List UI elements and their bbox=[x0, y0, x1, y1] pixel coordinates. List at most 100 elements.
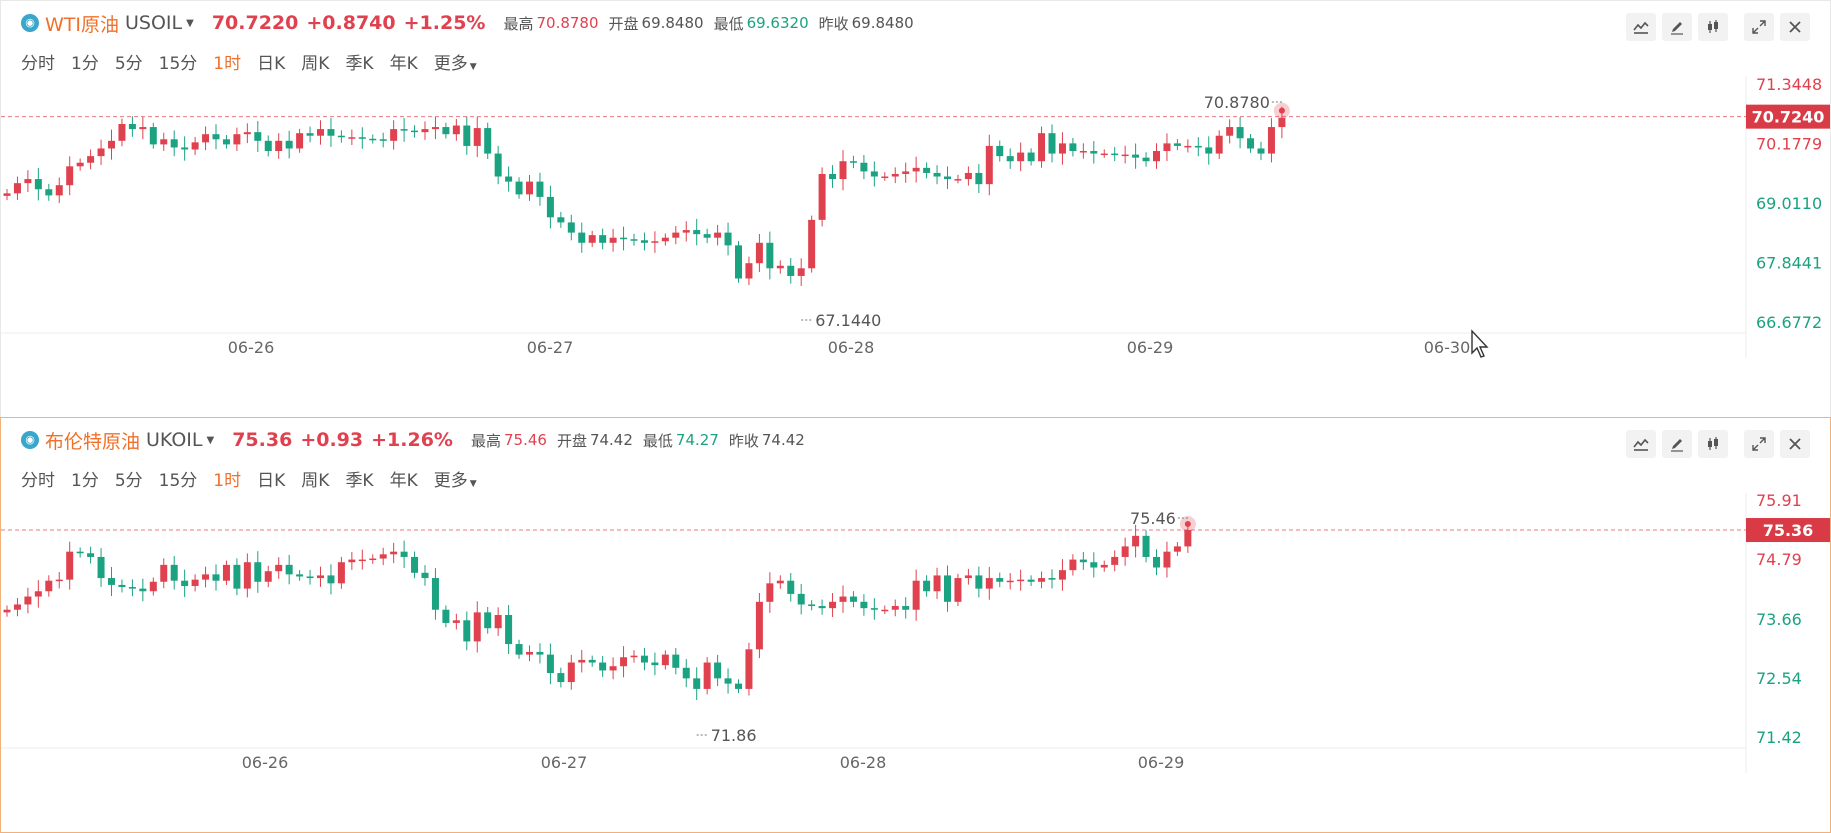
tab-more-label: 更多 bbox=[433, 54, 468, 74]
tab-1min[interactable]: 1分 bbox=[71, 54, 99, 74]
y-tick-label: 70.1779 bbox=[1756, 135, 1822, 154]
candle-body bbox=[829, 173, 837, 180]
tab-weekly[interactable]: 周K bbox=[301, 471, 330, 491]
candle-body bbox=[1142, 157, 1150, 162]
y-tick-label: 73.66 bbox=[1756, 610, 1802, 629]
y-tick-label: 69.0110 bbox=[1756, 194, 1822, 213]
chevron-down-icon[interactable]: ▼ bbox=[206, 434, 215, 446]
candle-body bbox=[1184, 145, 1192, 148]
expand-icon[interactable] bbox=[1744, 430, 1774, 458]
candle-body bbox=[891, 606, 899, 610]
last-price: 70.7220 bbox=[211, 12, 299, 34]
candle-body bbox=[912, 167, 920, 172]
draw-pen-icon[interactable] bbox=[1662, 430, 1692, 458]
candle-body bbox=[944, 575, 951, 602]
candlestick-chart[interactable]: 71.3448 70.1779 69.0110 67.8441 66.6772 06-26… bbox=[1, 76, 1830, 416]
x-tick-label: 06-29 bbox=[1138, 753, 1185, 772]
high-label: 最高 bbox=[470, 431, 501, 450]
candle-body bbox=[13, 183, 21, 194]
instrument-code[interactable]: UKOIL bbox=[146, 429, 203, 451]
candle-body bbox=[661, 654, 669, 666]
expand-icon[interactable] bbox=[1744, 13, 1774, 41]
candle-body bbox=[97, 148, 105, 157]
candle-body bbox=[463, 620, 471, 642]
candle-body bbox=[1247, 138, 1255, 149]
last-price: 75.36 bbox=[232, 429, 293, 451]
tab-quarterly[interactable]: 季K bbox=[345, 54, 374, 74]
candle-body bbox=[233, 564, 241, 589]
tab-1hour[interactable]: 1时 bbox=[213, 54, 242, 74]
candle-body bbox=[672, 654, 680, 668]
candle-body bbox=[1090, 151, 1098, 154]
tab-1min[interactable]: 1分 bbox=[71, 471, 99, 491]
candle-body bbox=[1132, 154, 1140, 158]
tab-daily[interactable]: 日K bbox=[257, 54, 286, 74]
candle-body bbox=[526, 651, 533, 655]
candle-body bbox=[87, 156, 95, 163]
candle-body bbox=[881, 609, 889, 612]
tab-intraday[interactable]: 分时 bbox=[21, 471, 55, 491]
candle-body bbox=[358, 559, 366, 562]
draw-pen-icon[interactable] bbox=[1662, 13, 1692, 41]
tab-1hour[interactable]: 1时 bbox=[213, 471, 242, 491]
close-icon[interactable] bbox=[1780, 430, 1810, 458]
chevron-down-icon[interactable]: ▼ bbox=[186, 17, 194, 29]
tab-5min[interactable]: 5分 bbox=[114, 471, 143, 491]
candle-body bbox=[787, 580, 795, 594]
candle-body bbox=[1163, 551, 1171, 568]
candle-body bbox=[808, 219, 816, 269]
candle-body bbox=[118, 584, 126, 588]
indicator-icon[interactable] bbox=[1626, 430, 1656, 458]
candle-body bbox=[202, 574, 210, 580]
candle-body bbox=[996, 145, 1004, 157]
tab-daily[interactable]: 日K bbox=[257, 471, 286, 491]
tab-quarterly[interactable]: 季K bbox=[345, 471, 374, 491]
candle-body bbox=[682, 667, 690, 679]
open-label: 开盘 bbox=[608, 14, 639, 33]
candle-body bbox=[1132, 535, 1140, 547]
candle-body bbox=[985, 145, 993, 185]
tab-weekly[interactable]: 周K bbox=[301, 54, 330, 74]
candlestick-chart[interactable]: 75.91 74.79 73.66 72.54 71.42 06-26 06-27 06-28… bbox=[1, 493, 1830, 831]
candle-body bbox=[66, 166, 74, 186]
indicator-icon[interactable] bbox=[1626, 13, 1656, 41]
close-icon[interactable] bbox=[1780, 13, 1810, 41]
candle-body bbox=[463, 125, 471, 146]
tab-intraday[interactable]: 分时 bbox=[21, 54, 55, 74]
tab-yearly[interactable]: 年K bbox=[389, 471, 418, 491]
tab-more[interactable]: 更多 ▼ bbox=[434, 466, 477, 491]
last-price-tag-label: 75.36 bbox=[1763, 521, 1814, 540]
candle-body bbox=[1058, 570, 1066, 580]
x-tick-label: 06-27 bbox=[541, 753, 588, 772]
candle-body bbox=[557, 217, 565, 223]
candle-body bbox=[630, 239, 638, 241]
candle-body bbox=[254, 562, 262, 582]
candle-body bbox=[390, 551, 398, 555]
candle-body bbox=[975, 575, 983, 589]
tab-more[interactable]: 更多 ▼ bbox=[434, 49, 477, 74]
candle-body bbox=[640, 655, 648, 663]
high-label: 最高 bbox=[503, 14, 534, 33]
candle-body bbox=[849, 596, 857, 602]
tab-yearly[interactable]: 年K bbox=[389, 54, 418, 74]
candle-body bbox=[139, 127, 147, 130]
candle-body bbox=[818, 606, 826, 609]
candle-body bbox=[358, 137, 366, 139]
period-tabs: 分时 1分 5分 15分 1时 日K 周K 季K 年K 更多 ▼ bbox=[21, 49, 493, 74]
last-price-tag bbox=[1746, 104, 1830, 129]
y-tick-label: 71.42 bbox=[1756, 728, 1802, 747]
candle-body bbox=[337, 135, 345, 138]
candle-body bbox=[599, 235, 607, 243]
tab-15min[interactable]: 15分 bbox=[158, 471, 198, 491]
last-price-tag-label: 70.7240 bbox=[1752, 108, 1825, 127]
x-tick-label: 06-28 bbox=[828, 338, 875, 357]
candle-body bbox=[1267, 127, 1275, 154]
candle-style-icon[interactable] bbox=[1698, 13, 1728, 41]
tab-5min[interactable]: 5分 bbox=[114, 54, 143, 74]
candle-body bbox=[1006, 580, 1014, 583]
candle-body bbox=[254, 132, 262, 141]
candle-style-icon[interactable] bbox=[1698, 430, 1728, 458]
candle-body bbox=[1027, 152, 1035, 162]
instrument-code[interactable]: USOIL bbox=[125, 12, 183, 34]
tab-15min[interactable]: 15分 bbox=[158, 54, 198, 74]
